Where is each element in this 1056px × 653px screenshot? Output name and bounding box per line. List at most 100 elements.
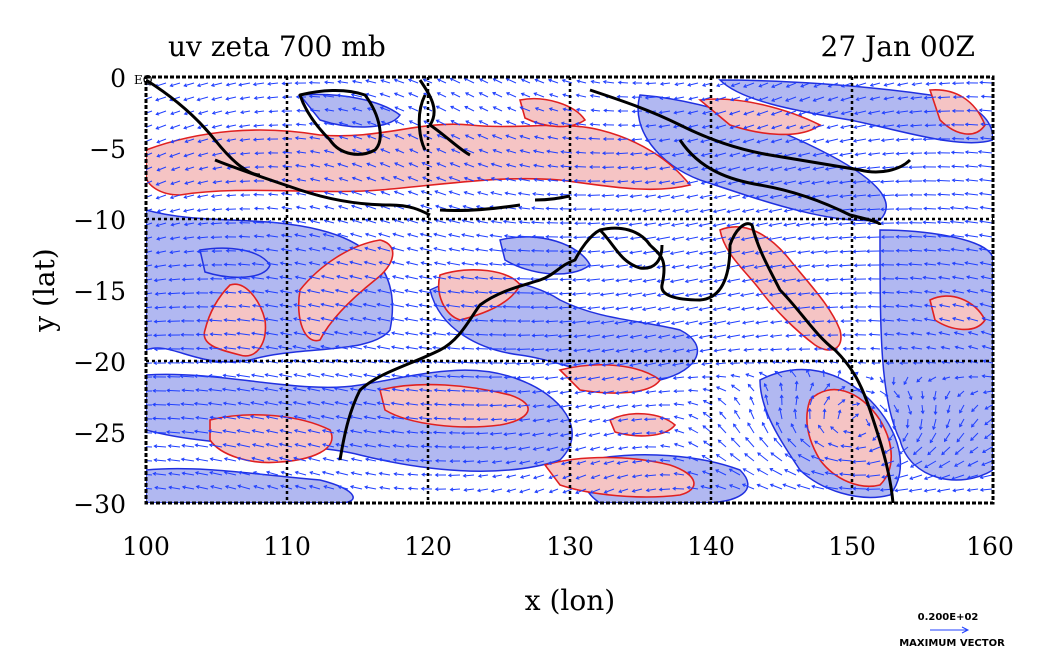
wind-vector-head <box>573 178 578 183</box>
wind-vector-head <box>322 93 327 98</box>
wind-vector <box>561 151 573 154</box>
wind-vector <box>912 318 923 322</box>
wind-vector <box>308 304 321 308</box>
wind-vector-head <box>880 379 884 384</box>
wind-vector-head <box>182 208 187 213</box>
wind-vector-head <box>602 390 607 395</box>
wind-vector <box>310 136 321 140</box>
wind-vector-head <box>296 177 301 182</box>
wind-vector-head <box>238 82 243 87</box>
wind-vector <box>811 222 825 226</box>
wind-vector-head <box>672 124 677 129</box>
wind-vector <box>421 403 433 406</box>
wind-vector <box>770 334 783 337</box>
wind-vector-head <box>419 246 424 251</box>
wind-vector <box>223 430 237 434</box>
wind-vector <box>477 220 489 224</box>
wind-vector <box>674 96 685 100</box>
wind-vector-head <box>520 120 525 125</box>
wind-vector <box>492 474 503 478</box>
wind-vector-head <box>224 110 229 115</box>
wind-vector-head <box>785 84 790 88</box>
wind-vector <box>884 333 895 336</box>
wind-vector <box>765 394 769 406</box>
wind-vector <box>799 96 811 102</box>
wind-vector <box>742 278 755 282</box>
wind-vector-head <box>895 304 900 308</box>
wind-vector-head <box>773 437 778 442</box>
wind-vector-head <box>362 345 367 349</box>
wind-vector <box>589 432 601 437</box>
wind-vector-head <box>226 165 231 170</box>
wind-vector-head <box>826 319 831 324</box>
wind-vector <box>307 345 321 350</box>
wind-vector <box>743 166 755 171</box>
wind-vector <box>294 304 307 308</box>
wind-vector-head <box>208 387 213 392</box>
wind-vector <box>688 389 699 392</box>
wind-vector-head <box>909 464 914 468</box>
wind-vector <box>965 151 979 154</box>
wind-vector-head <box>905 424 910 429</box>
wind-vector <box>146 96 153 100</box>
wind-vector <box>364 486 377 490</box>
y-tick-label: 0 <box>110 64 126 93</box>
wind-vector-head <box>741 153 746 158</box>
wind-vector <box>952 179 965 182</box>
wind-vector-head <box>166 416 171 421</box>
wind-vector-head <box>376 302 381 307</box>
wind-vector-head <box>559 249 564 254</box>
wind-vector-head <box>979 475 984 480</box>
wind-vector-head <box>320 302 325 307</box>
wind-vector <box>266 416 279 420</box>
wind-vector-head <box>392 232 397 237</box>
wind-vector <box>882 166 895 169</box>
wind-vector <box>757 110 769 116</box>
wind-vector <box>839 236 853 239</box>
wind-vector-head <box>209 470 214 475</box>
wind-vector-head <box>866 235 871 240</box>
wind-vector <box>784 469 797 476</box>
wind-vector <box>379 472 391 476</box>
wind-vector <box>146 306 153 309</box>
wind-vector-head <box>826 125 831 130</box>
wind-vector <box>350 485 363 490</box>
lesser-sunda-coast <box>439 194 571 213</box>
wind-vector-head <box>897 96 902 101</box>
wind-vector-head <box>420 190 425 194</box>
wind-vector <box>236 374 251 378</box>
wind-vector-head <box>964 191 969 196</box>
wind-vector <box>644 334 657 338</box>
wind-vector <box>811 485 825 490</box>
wind-vector-head <box>405 373 410 378</box>
wind-vector-head <box>867 138 872 143</box>
wind-vector-head <box>908 165 913 170</box>
wind-vector-head <box>701 125 706 129</box>
wind-vector <box>659 488 671 491</box>
wind-vector-head <box>531 319 535 324</box>
wind-vector <box>406 388 419 392</box>
wind-vector <box>146 446 153 448</box>
wind-vector-head <box>337 190 342 195</box>
wind-vector <box>321 345 335 350</box>
wind-vector <box>851 413 859 420</box>
wind-vector-head <box>516 347 521 352</box>
wind-vector <box>295 248 307 252</box>
wind-vector-head <box>436 148 441 152</box>
wind-vector <box>154 459 167 462</box>
wind-vector <box>240 96 251 100</box>
wind-vector <box>603 390 615 394</box>
wind-vector <box>629 208 643 212</box>
wind-vector <box>828 443 839 448</box>
wind-vector-head <box>923 151 928 156</box>
wind-vector-head <box>673 442 678 447</box>
wind-vector-head <box>797 167 802 172</box>
wind-vector-head <box>153 347 158 352</box>
wind-vector-head <box>902 438 907 442</box>
wind-vector-head <box>254 165 259 170</box>
wind-vector <box>588 376 601 380</box>
wind-vector <box>461 347 475 350</box>
wind-vector <box>659 110 671 114</box>
wind-vector-head <box>628 222 633 227</box>
wind-vector <box>658 376 671 380</box>
